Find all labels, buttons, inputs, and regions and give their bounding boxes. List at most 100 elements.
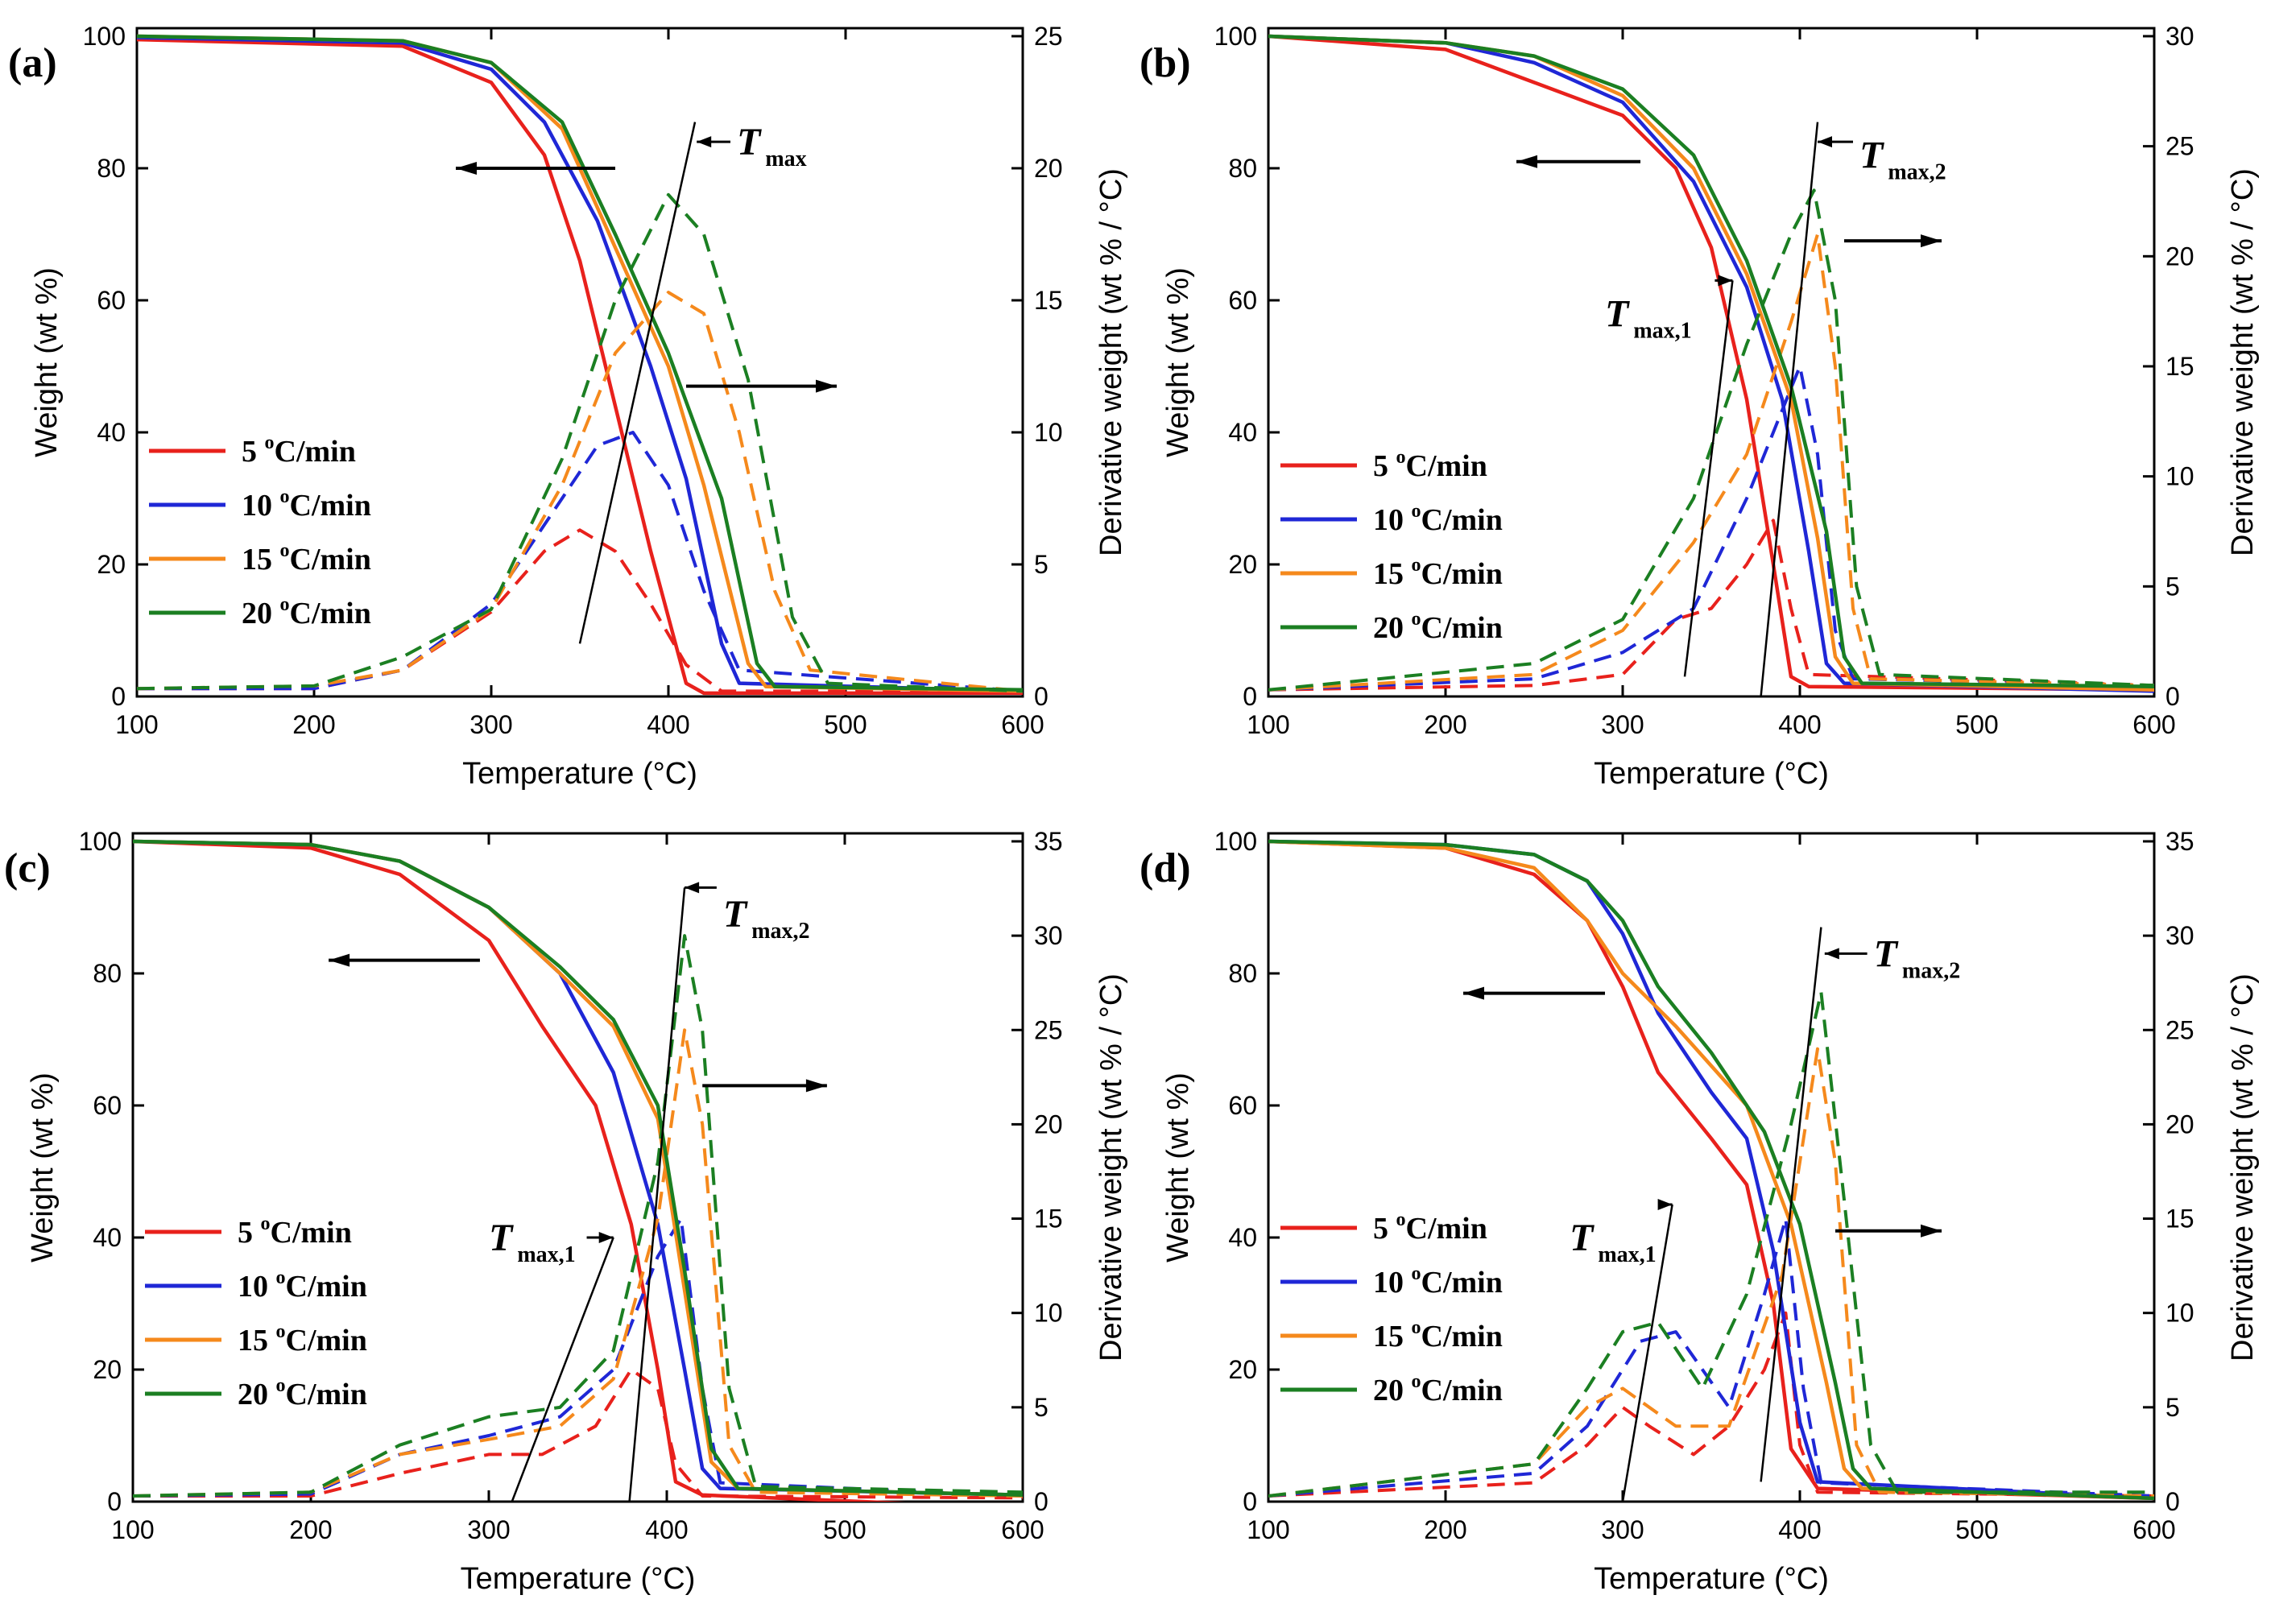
x-tick-label: 300: [467, 1515, 510, 1544]
legend-degree: o: [1412, 1371, 1421, 1392]
y-right-tick-label: 10: [1034, 1299, 1063, 1328]
series-20-weight-line: [1268, 34, 2154, 688]
x-tick-label: 400: [645, 1515, 688, 1544]
legend-value: 5: [1373, 449, 1396, 483]
series-15-derivative-line: [133, 1028, 1023, 1498]
legend-degree: o: [1412, 1317, 1421, 1338]
series-15-weight-line: [1268, 839, 2154, 1501]
series-15-derivative-line: [137, 291, 1023, 693]
x-tick-label: 500: [823, 1515, 866, 1544]
y-right-tick-label: 20: [1034, 1110, 1063, 1138]
legend-value: 10: [1373, 503, 1412, 537]
legend-value: 15: [1373, 1320, 1412, 1353]
tmax-guide-line: [1760, 122, 1819, 697]
tmax-guide-line: [1760, 927, 1822, 1482]
tmax-annotation-main: T: [1859, 134, 1884, 177]
plot-frame: [1267, 27, 2156, 698]
x-tick-label: 500: [824, 710, 867, 739]
y-right-tick-label: 20: [2165, 1110, 2194, 1138]
series-5-weight-line: [1268, 839, 2154, 1501]
legend-value: 10: [1373, 1266, 1412, 1300]
series-5-derivative-line: [133, 1368, 1023, 1500]
series-20-derivative-line: [1268, 188, 2154, 692]
tmax-annotation-main: T: [737, 121, 762, 163]
y-left-tick-label: 40: [1228, 1223, 1257, 1252]
plot-frame: [131, 832, 1024, 1503]
x-tick-label: 500: [1955, 710, 1998, 739]
legend-entry-20: 20 oC/min: [1373, 1371, 1503, 1407]
legend-unit: C/min: [271, 1216, 352, 1250]
x-tick-label: 200: [1424, 710, 1466, 739]
y-right-tick-label: 15: [1034, 1205, 1063, 1233]
y-right-tick-label: 5: [1034, 1393, 1049, 1422]
y-right-axis-label: Derivative weight (wt % / °C): [1094, 168, 1128, 556]
y-left-tick-label: 0: [107, 1487, 122, 1516]
legend-degree: o: [280, 594, 290, 615]
legend-unit: C/min: [1406, 1212, 1487, 1246]
x-tick-label: 100: [1247, 1515, 1289, 1544]
y-right-tick-label: 0: [2165, 1487, 2180, 1516]
tmax-annotation-sub: max: [765, 147, 806, 171]
legend-value: 20: [1373, 611, 1412, 645]
legend-value: 20: [238, 1378, 276, 1411]
x-tick-label: 300: [469, 710, 512, 739]
legend-unit: C/min: [1421, 1266, 1503, 1300]
tmax-annotation-main: T: [1605, 292, 1630, 335]
y-left-tick-label: 0: [1243, 682, 1257, 711]
series-20-weight-line: [133, 839, 1023, 1498]
x-axis-label: Temperature (°C): [461, 1562, 696, 1596]
x-tick-label: 600: [2132, 1515, 2175, 1544]
legend-entry-10: 10 oC/min: [1373, 501, 1503, 537]
legend-value: 5: [238, 1216, 261, 1250]
x-tick-label: 400: [1778, 710, 1821, 739]
y-right-axis-label: Derivative weight (wt % / °C): [2226, 168, 2260, 556]
y-left-tick-label: 40: [93, 1223, 122, 1252]
left-axis-arrow-head: [456, 161, 477, 175]
series-5-weight-line: [1268, 34, 2154, 692]
tmax-annotation-sub: max,2: [751, 919, 809, 944]
legend-value: 15: [238, 1324, 276, 1357]
legend-value: 20: [1373, 1374, 1412, 1407]
legend-unit: C/min: [1406, 449, 1487, 483]
tmax-pointer-arrow-head: [1824, 948, 1839, 960]
x-tick-label: 200: [289, 1515, 332, 1544]
series-5-weight-line: [137, 37, 1023, 696]
legend-value: 5: [242, 435, 265, 469]
series-15-derivative-line: [1268, 1047, 2154, 1498]
plot-frame: [135, 27, 1024, 698]
y-left-tick-label: 100: [83, 22, 126, 51]
y-right-tick-label: 15: [2165, 352, 2194, 381]
legend-value: 10: [242, 489, 280, 523]
x-tick-label: 100: [1247, 710, 1289, 739]
y-right-tick-label: 25: [1034, 22, 1063, 51]
legend-entry-15: 15 oC/min: [242, 540, 371, 576]
legend-value: 10: [238, 1270, 276, 1304]
tmax-annotation-main: T: [1570, 1217, 1595, 1259]
y-left-tick-label: 60: [1228, 1091, 1257, 1120]
y-left-tick-label: 40: [97, 418, 126, 447]
series-20-derivative-line: [1268, 990, 2154, 1498]
tmax-guide-line: [1621, 1204, 1673, 1502]
chart-panel-4: 100 200 300 400 500 6000204060801000510152025…: [1140, 827, 2260, 1596]
legend-degree: o: [1396, 1209, 1406, 1230]
x-tick-label: 400: [1778, 1515, 1821, 1544]
legend-unit: C/min: [290, 597, 371, 630]
tmax-pointer-arrow-head: [1718, 275, 1733, 287]
legend-degree: o: [1396, 447, 1406, 468]
tmax-annotation-sub: max,1: [1598, 1242, 1656, 1267]
y-right-tick-label: 10: [1034, 418, 1063, 447]
tmax-pointer-arrow-head: [1657, 1198, 1673, 1210]
x-tick-label: 400: [647, 710, 689, 739]
y-left-tick-label: 100: [1214, 22, 1257, 51]
legend-unit: C/min: [286, 1324, 367, 1357]
y-left-tick-label: 80: [97, 154, 126, 183]
y-left-tick-label: 80: [1228, 154, 1257, 183]
panel-label: (b): [1140, 40, 1191, 86]
x-tick-label: 600: [1001, 1515, 1044, 1544]
